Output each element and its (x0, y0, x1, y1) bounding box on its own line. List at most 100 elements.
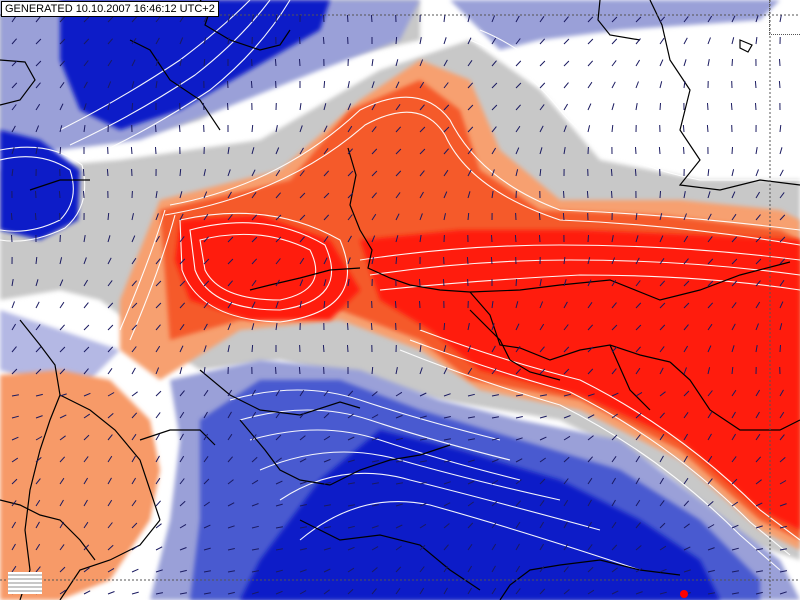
wind-arrow (611, 413, 618, 419)
wind-arrow (611, 16, 618, 23)
wind-arrow (155, 235, 160, 243)
wind-arrow (683, 477, 689, 485)
wind-arrow (347, 344, 349, 353)
wind-arrow (35, 324, 41, 331)
wind-arrow (419, 481, 427, 485)
wind-arrow (731, 570, 739, 573)
wind-arrow (203, 389, 209, 397)
wind-arrow (467, 126, 474, 133)
wind-arrow (467, 501, 474, 507)
wind-arrow (35, 478, 41, 485)
wind-arrow (419, 415, 427, 419)
wind-arrow (539, 16, 545, 23)
wind-arrow (106, 168, 109, 177)
wind-arrow (107, 499, 113, 507)
wind-arrow (107, 257, 112, 265)
wind-arrow (155, 124, 157, 133)
wind-arrow (299, 147, 304, 155)
wind-arrow (563, 478, 569, 485)
wind-arrow (227, 345, 230, 353)
wind-arrow (683, 235, 689, 243)
wind-arrow (179, 302, 186, 309)
wind-arrow (323, 279, 327, 287)
wind-arrow (443, 587, 448, 595)
wind-arrow (275, 192, 281, 199)
wind-arrow (35, 147, 38, 155)
wind-arrow (275, 147, 280, 155)
wind-arrow (659, 545, 667, 551)
wind-arrow (683, 523, 690, 529)
wind-arrow (443, 191, 448, 199)
wind-arrow (539, 147, 543, 155)
wind-arrow (779, 548, 787, 551)
wind-arrow (731, 501, 739, 507)
wind-arrow (347, 504, 355, 507)
wind-arrow (779, 570, 787, 573)
wind-arrow (442, 278, 445, 287)
wind-arrow (83, 190, 85, 199)
wind-arrow (323, 236, 329, 243)
wind-arrow (35, 279, 39, 287)
wind-arrow (635, 346, 641, 353)
wind-arrow (659, 235, 664, 243)
wind-arrow (467, 565, 473, 573)
wind-arrow (35, 457, 42, 463)
wind-arrow (779, 480, 787, 485)
wind-arrow (395, 524, 403, 529)
wind-arrow (275, 366, 277, 375)
wind-arrow (683, 302, 690, 309)
wind-arrow (635, 324, 642, 331)
wind-arrow (443, 37, 447, 45)
wind-arrow (347, 103, 352, 111)
wind-arrow (635, 568, 643, 573)
wind-arrow (659, 102, 661, 111)
wind-arrow (83, 544, 90, 551)
wind-arrow (59, 521, 65, 529)
wind-arrow (419, 104, 425, 111)
wind-arrow (203, 411, 208, 419)
warm-strong-west-cell (175, 215, 360, 320)
wind-arrow (227, 280, 233, 287)
wind-arrow (707, 411, 713, 419)
wind-arrow (779, 147, 783, 155)
wind-arrow (323, 148, 329, 155)
wind-arrow (515, 169, 519, 177)
wind-arrow (347, 279, 350, 287)
wind-arrow (83, 60, 89, 67)
wind-arrow (515, 588, 521, 595)
wind-arrow (59, 324, 65, 331)
wind-arrow (347, 482, 355, 485)
wind-arrow (395, 367, 398, 375)
wind-arrow (659, 591, 667, 595)
wind-arrow (299, 192, 306, 199)
wind-arrow (251, 192, 257, 199)
wind-arrow (251, 344, 254, 353)
wind-arrow (83, 279, 89, 287)
wind-arrow (347, 413, 354, 419)
wind-arrow (419, 502, 427, 507)
wind-arrow (467, 212, 470, 221)
wind-arrow (538, 212, 541, 221)
wind-arrow (635, 455, 641, 463)
wind-arrow (707, 367, 711, 375)
wind-arrow (371, 437, 379, 441)
wind-arrow (11, 279, 14, 287)
wind-arrow (611, 346, 618, 353)
wind-arrow (35, 346, 42, 353)
wind-arrow (371, 567, 378, 573)
wind-arrow (779, 236, 786, 243)
wind-arrow (539, 60, 546, 67)
wind-arrow (563, 346, 570, 353)
wind-arrow (659, 190, 661, 199)
wind-arrow (179, 168, 182, 177)
wind-arrow (635, 477, 640, 485)
wind-arrow (10, 212, 13, 221)
wind-arrow (370, 14, 373, 23)
wind-arrow (275, 457, 282, 463)
wind-arrow (419, 438, 427, 441)
wind-arrow (467, 480, 475, 485)
wind-arrow (251, 479, 259, 485)
wind-arrow (491, 522, 497, 529)
wind-arrow (731, 366, 734, 375)
wind-arrow (755, 389, 761, 397)
